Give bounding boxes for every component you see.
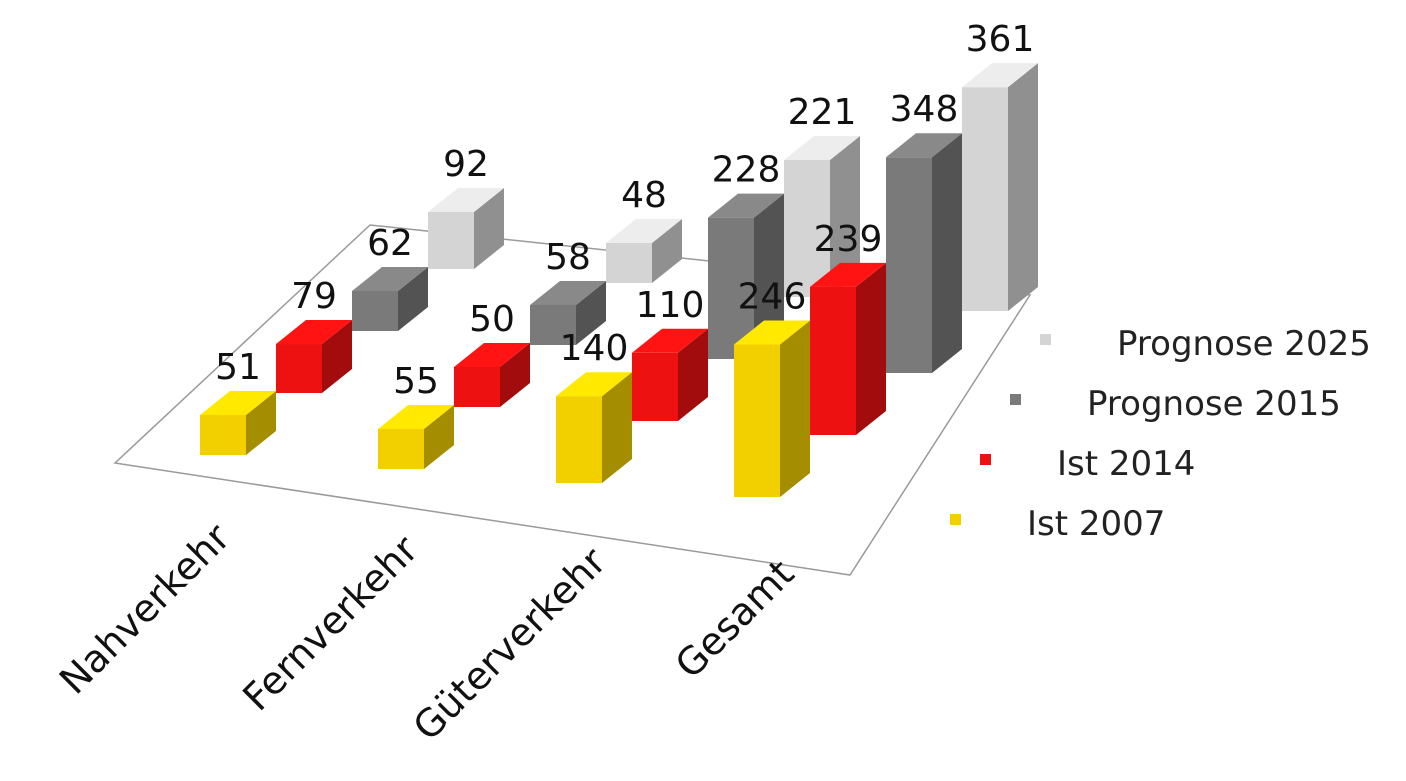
legend-label-ist-2007: Ist 2007	[1027, 504, 1165, 544]
bar-prognose-2015-gesamt-top	[886, 133, 962, 158]
bar-ist-2014-gesamt-front	[810, 286, 856, 435]
bar-prognose-2025-g-terverkehr-top	[784, 135, 860, 160]
bar-prognose-2025-gesamt-side	[1008, 63, 1038, 312]
bar-ist-2007-g-terverkehr-side	[602, 372, 632, 483]
bar-prognose-2025-g-terverkehr-side	[830, 135, 860, 297]
value-label-ist-2007-nahverkehr: 51	[215, 347, 261, 388]
legend-swatch-ist-2014	[980, 454, 991, 465]
bar-prognose-2015-gesamt-side	[932, 133, 962, 373]
bar-ist-2014-nahverkehr	[276, 320, 352, 393]
value-label-ist-2014-fernverkehr: 50	[469, 299, 515, 340]
value-label-prognose-2015-gesamt: 348	[890, 89, 959, 130]
bar-prognose-2015-fernverkehr-side	[576, 281, 606, 345]
bar-prognose-2025-nahverkehr	[428, 187, 504, 269]
value-label-prognose-2025-nahverkehr: 92	[443, 144, 489, 185]
bar-prognose-2015-nahverkehr-side	[398, 267, 428, 331]
bar-ist-2007-nahverkehr-top	[200, 391, 276, 415]
bar-prognose-2025-nahverkehr-side	[474, 187, 504, 269]
bar-prognose-2025-fernverkehr	[606, 219, 682, 283]
value-label-prognose-2015-nahverkehr: 62	[367, 223, 413, 264]
bar-ist-2007-fernverkehr-top	[378, 405, 454, 429]
legend-item-prognose-2015: Prognose 2015	[1010, 384, 1341, 424]
value-label-prognose-2015-g-terverkehr: 228	[712, 150, 781, 191]
bar-ist-2007-gesamt-top	[734, 320, 810, 345]
bar-ist-2014-nahverkehr-front	[276, 344, 322, 393]
bar-ist-2007-fernverkehr-side	[424, 405, 454, 469]
bar-prognose-2025-fernverkehr-side	[652, 219, 682, 283]
bar-ist-2014-g-terverkehr-side	[678, 328, 708, 421]
bar-ist-2007-fernverkehr	[378, 405, 454, 469]
bar-prognose-2025-gesamt	[962, 63, 1038, 312]
bar-prognose-2015-gesamt	[886, 133, 962, 373]
value-label-ist-2007-gesamt: 246	[738, 276, 807, 317]
category-label-g-terverkehr: Güterverkehr	[405, 539, 615, 749]
bar-prognose-2015-fernverkehr	[530, 281, 606, 345]
value-label-prognose-2015-fernverkehr: 58	[545, 237, 591, 278]
value-label-ist-2007-g-terverkehr: 140	[560, 328, 629, 369]
bar-prognose-2025-g-terverkehr	[784, 135, 860, 297]
legend-label-ist-2014: Ist 2014	[1057, 444, 1195, 484]
legend-item-ist-2014: Ist 2014	[980, 444, 1195, 484]
bar-prognose-2015-nahverkehr-top	[352, 267, 428, 291]
value-labels-group: 92 48 221 361 62 58 228 348 79 50 110 239 51 55 140 246	[215, 19, 1034, 402]
bar-prognose-2025-nahverkehr-front	[428, 211, 474, 269]
bar-prognose-2025-nahverkehr-top	[428, 187, 504, 212]
bar-ist-2007-fernverkehr-front	[378, 429, 424, 469]
value-label-prognose-2025-fernverkehr: 48	[621, 175, 667, 216]
value-label-prognose-2025-gesamt: 361	[966, 19, 1035, 60]
bar-ist-2007-g-terverkehr-top	[556, 372, 632, 397]
bar-prognose-2025-gesamt-front	[962, 87, 1008, 312]
legend-swatch-prognose-2025	[1040, 334, 1051, 345]
bar-prognose-2025-g-terverkehr-front	[784, 159, 830, 297]
bars-group	[200, 63, 1038, 497]
legend-item-prognose-2025: Prognose 2025	[1040, 324, 1371, 364]
bar-prognose-2025-fernverkehr-front	[606, 243, 652, 283]
bar-ist-2014-fernverkehr-top	[454, 343, 530, 367]
bar-ist-2014-g-terverkehr	[632, 328, 708, 421]
value-label-ist-2007-fernverkehr: 55	[393, 361, 439, 402]
legend-label-prognose-2025: Prognose 2025	[1117, 324, 1371, 364]
bar-ist-2007-gesamt	[734, 320, 810, 497]
bar-prognose-2015-nahverkehr	[352, 267, 428, 331]
bar-ist-2014-gesamt	[810, 262, 886, 435]
bar-ist-2014-fernverkehr	[454, 343, 530, 407]
bar-prognose-2025-gesamt-top	[962, 63, 1038, 88]
legend-swatch-prognose-2015	[1010, 394, 1021, 405]
bar-ist-2007-nahverkehr-front	[200, 415, 246, 455]
bar-ist-2014-g-terverkehr-front	[632, 352, 678, 421]
bar-prognose-2015-fernverkehr-top	[530, 281, 606, 305]
legend-swatch-ist-2007	[950, 514, 961, 525]
legend: Prognose 2025 Prognose 2015 Ist 2014 Ist 20…	[950, 324, 1371, 544]
category-label-gesamt: Gesamt	[667, 551, 803, 687]
value-label-prognose-2025-g-terverkehr: 221	[788, 92, 857, 133]
value-label-ist-2014-gesamt: 239	[814, 219, 883, 260]
category-label-nahverkehr: Nahverkehr	[51, 515, 239, 703]
bar-ist-2007-gesamt-side	[780, 320, 810, 497]
bar-ist-2014-nahverkehr-side	[322, 320, 352, 393]
bar-prognose-2015-g-terverkehr-side	[754, 193, 784, 359]
category-label-fernverkehr: Fernverkehr	[234, 527, 426, 719]
legend-item-ist-2007: Ist 2007	[950, 504, 1165, 544]
bar-prognose-2025-fernverkehr-top	[606, 219, 682, 243]
bar-ist-2014-gesamt-side	[856, 262, 886, 435]
bar-ist-2007-nahverkehr	[200, 391, 276, 455]
bar-prognose-2015-g-terverkehr-top	[708, 193, 784, 218]
bar-ist-2014-fernverkehr-front	[454, 367, 500, 407]
bar-prognose-2015-gesamt-front	[886, 157, 932, 373]
value-label-ist-2014-g-terverkehr: 110	[636, 285, 705, 326]
bar-ist-2014-g-terverkehr-top	[632, 328, 708, 353]
bar-ist-2014-nahverkehr-top	[276, 320, 352, 345]
bar-prognose-2015-fernverkehr-front	[530, 305, 576, 345]
bar-ist-2007-gesamt-front	[734, 344, 780, 497]
bar-ist-2007-nahverkehr-side	[246, 391, 276, 455]
bar-ist-2007-g-terverkehr-front	[556, 396, 602, 483]
legend-label-prognose-2015: Prognose 2015	[1087, 384, 1341, 424]
value-label-ist-2014-nahverkehr: 79	[291, 276, 337, 317]
bar-ist-2014-fernverkehr-side	[500, 343, 530, 407]
bar-prognose-2015-nahverkehr-front	[352, 291, 398, 331]
bar-ist-2007-g-terverkehr	[556, 372, 632, 483]
bar-ist-2014-gesamt-top	[810, 262, 886, 287]
